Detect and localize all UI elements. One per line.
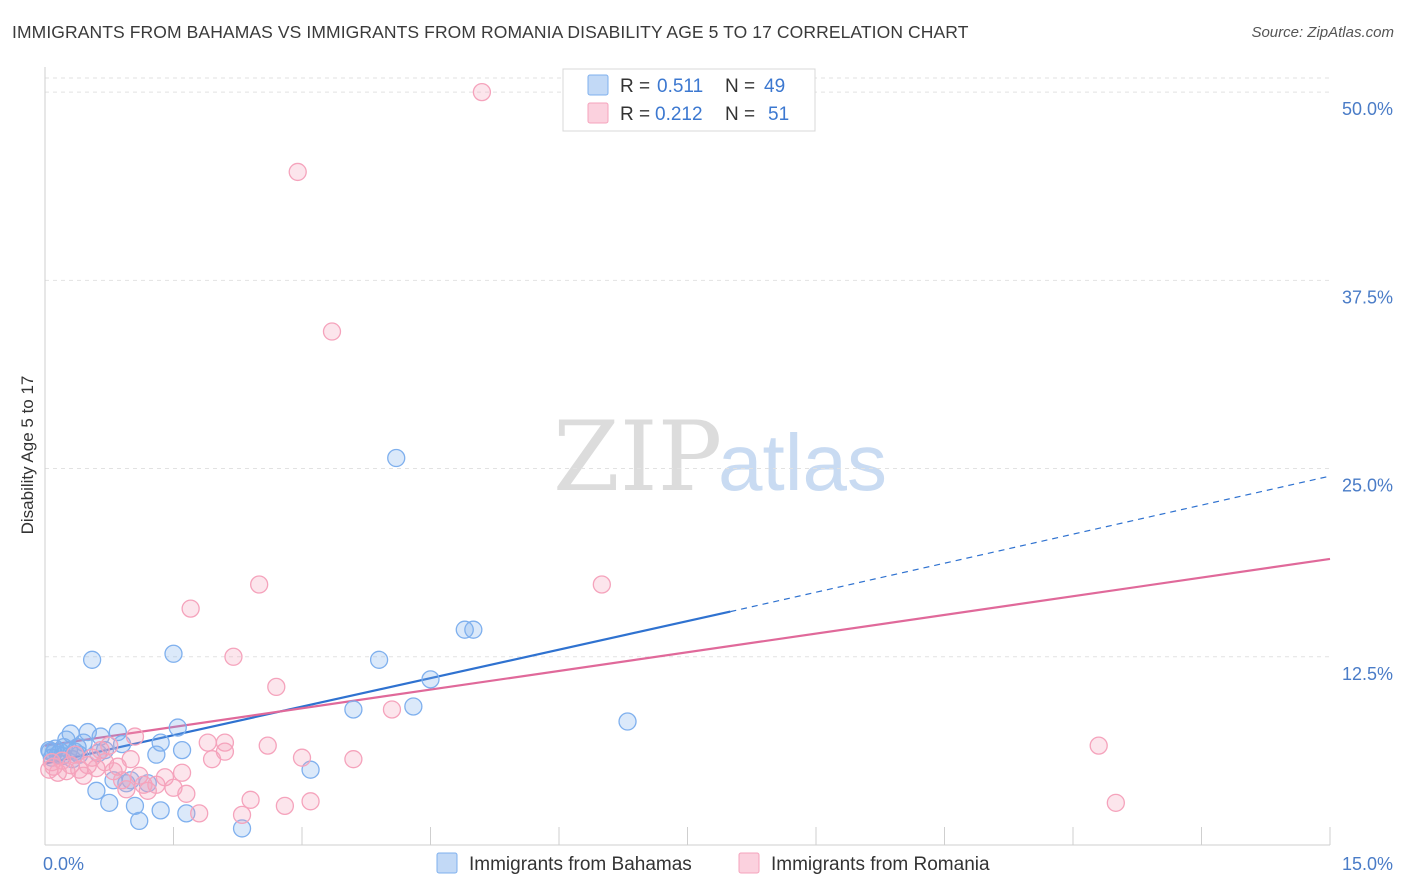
legend-r-label-bahamas: R = [620,76,650,97]
point-series-0-35 [168,718,187,737]
point-series-0-28 [125,796,145,815]
point-series-1-18 [112,771,132,790]
point-series-1-43 [288,162,307,182]
chart-title: IMMIGRANTS FROM BAHAMAS VS IMMIGRANTS FR… [12,22,969,42]
series-legend-label-bahamas: Immigrants from Bahamas [469,854,692,875]
point-series-1-44 [292,748,312,767]
point-series-1-49 [472,82,492,102]
point-series-0-17 [82,650,102,669]
watermark-zip: ZIP [553,401,722,513]
legend-r-label-romania: R = [620,104,650,125]
point-series-1-30 [181,599,200,618]
point-series-1-46 [322,322,342,341]
x-tick-label-1: 15.0% [1342,854,1393,874]
legend-n-label-bahamas: N = [725,76,755,97]
point-series-1-52 [1106,793,1125,812]
point-series-1-21 [125,727,145,746]
point-series-1-38 [241,790,260,809]
point-series-1-41 [267,677,286,697]
point-series-1-19 [117,780,136,799]
grid-lines [45,77,1330,658]
point-series-1-22 [130,766,149,785]
series-legend-swatch-bahamas [436,852,458,874]
y-tick-label-2: 37.5% [1342,287,1393,307]
source-label: Source: ZipAtlas.com [1251,24,1394,41]
point-series-1-47 [344,750,363,769]
point-series-0-22 [100,793,119,812]
y-tick-label-0: 12.5% [1342,664,1393,684]
trend-line-series-0 [44,610,731,765]
legend-n-value-bahamas: 49 [764,76,785,97]
point-series-1-20 [121,750,140,769]
point-series-0-24 [108,722,127,742]
point-series-1-13 [91,740,110,760]
point-series-1-36 [224,647,243,666]
watermark-atlas: atlas [718,418,887,507]
point-series-0-32 [151,733,170,752]
trend-lines [44,475,1331,765]
series-legend-swatch-romania [738,852,760,874]
point-series-0-33 [151,801,170,820]
point-series-1-32 [198,733,217,752]
legend-n-value-romania: 51 [768,104,789,125]
legend-swatch-bahamas [587,74,609,96]
point-series-1-28 [172,763,192,782]
point-series-0-18 [87,781,106,800]
point-series-1-50 [592,575,611,594]
point-series-0-34 [164,644,183,663]
trend-line-series-1 [44,557,1331,747]
series-legend: Immigrants from Bahamas Immigrants from … [436,852,990,875]
y-tick-label-1: 25.0% [1342,476,1393,496]
point-series-0-42 [387,448,406,468]
point-series-0-31 [147,745,166,764]
y-axis-label: Disability Age 5 to 17 [18,376,37,535]
legend-n-label-romania: N = [725,104,755,125]
y-tick-label-3: 50.0% [1342,99,1393,119]
point-series-1-29 [177,784,196,803]
point-series-0-36 [172,740,192,760]
point-series-0-40 [344,700,363,719]
point-series-0-47 [618,712,637,731]
legend-r-value-bahamas: 0.511 [657,76,703,97]
y-tick-labels: 12.5% 25.0% 37.5% 50.0% [1342,99,1393,684]
point-series-1-42 [275,796,295,815]
point-series-1-37 [232,805,252,825]
legend-r-value-romania: 0.212 [655,104,703,125]
point-series-1-31 [190,804,209,823]
series-legend-label-romania: Immigrants from Romania [771,854,990,875]
data-points [40,82,1125,838]
point-series-1-15 [100,736,119,755]
legend-swatch-romania [587,102,609,124]
point-series-1-45 [301,792,320,811]
x-tick-label-0: 0.0% [43,854,84,874]
point-series-0-46 [464,620,483,639]
point-series-0-41 [369,650,389,669]
point-series-1-48 [382,700,402,719]
point-series-1-35 [215,733,235,752]
point-series-0-38 [232,819,252,838]
x-tick-labels: 0.0% 15.0% [43,854,1393,874]
point-series-1-51 [1089,736,1108,755]
point-series-0-43 [404,697,423,716]
point-series-0-37 [177,804,196,823]
point-series-1-39 [250,575,269,594]
stats-legend: R = 0.511 N = 49 R = 0.212 N = 51 [562,68,816,132]
point-series-0-44 [421,670,440,689]
axes [44,67,1331,846]
point-series-0-29 [130,811,149,831]
point-series-1-40 [258,736,277,755]
trend-extension-series-0 [730,475,1331,613]
